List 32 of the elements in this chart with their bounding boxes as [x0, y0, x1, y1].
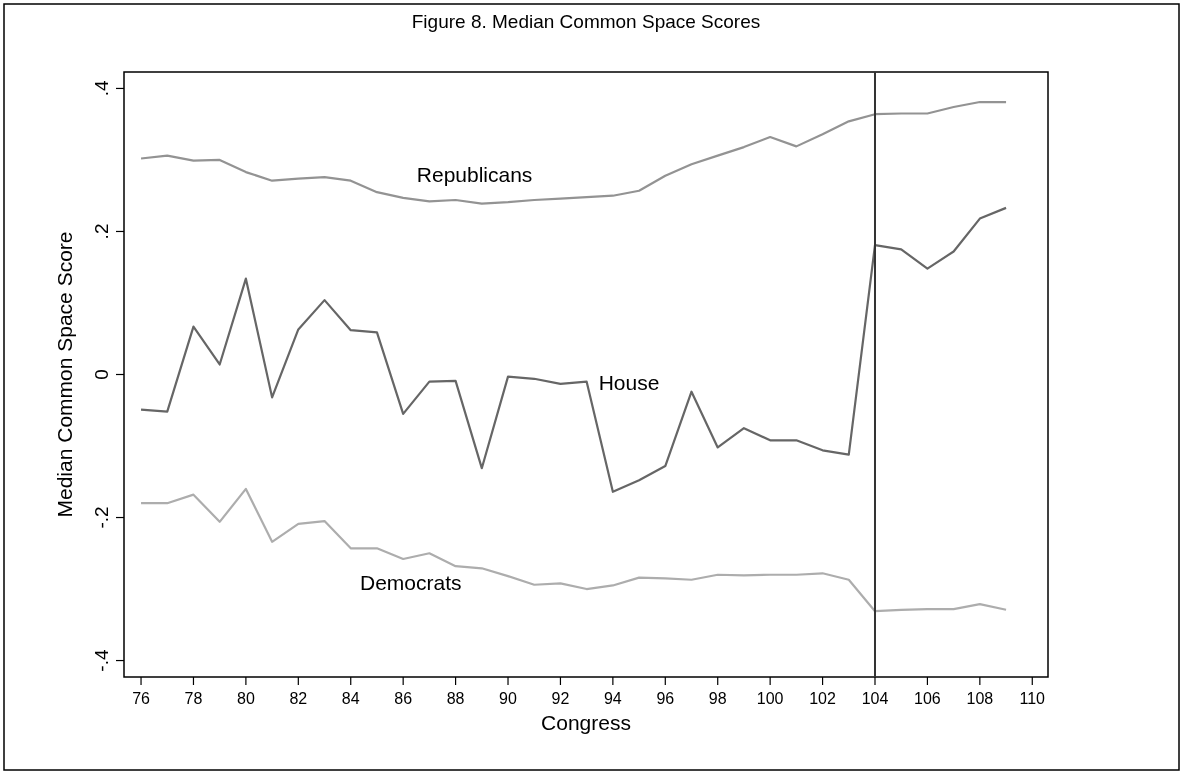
series-label: House [598, 370, 660, 394]
x-tick-label: 106 [914, 690, 941, 707]
x-tick-label: 104 [861, 690, 889, 707]
y-axis-title: Median Common Space Score [53, 231, 76, 518]
series-label: Democrats [360, 571, 462, 595]
chart-title: Figure 8. Median Common Space Scores [411, 11, 761, 32]
line-series [139, 487, 1008, 613]
x-tick-label: 92 [551, 690, 570, 707]
x-tick-label: 76 [132, 690, 151, 707]
x-tick-label: 100 [756, 690, 784, 707]
x-tick-label: 96 [656, 690, 675, 707]
x-tick-label: 86 [394, 690, 413, 707]
x-tick-label: 110 [1019, 690, 1046, 707]
x-tick-label: 88 [446, 690, 465, 707]
x-tick-label: 82 [289, 690, 308, 707]
y-tick-label: .2 [91, 223, 112, 240]
y-tick-label: -.2 [91, 506, 112, 529]
x-tick-label: 94 [603, 690, 622, 707]
x-tick-label: 84 [341, 690, 360, 707]
x-tick-label: 102 [809, 690, 837, 707]
line-series [139, 206, 1008, 493]
line-series [139, 100, 1008, 205]
x-tick-label: 78 [184, 690, 203, 707]
y-tick-label: 0 [91, 369, 112, 380]
x-axis-title: Congress [541, 711, 631, 734]
x-tick-label: 80 [236, 690, 255, 707]
y-tick-label: .4 [91, 80, 112, 97]
series-label: Republicans [416, 162, 533, 186]
x-tick-label: 98 [708, 690, 727, 707]
x-tick-label: 108 [966, 690, 994, 707]
x-tick-label: 90 [499, 690, 518, 707]
y-tick-label: -.4 [91, 649, 112, 672]
